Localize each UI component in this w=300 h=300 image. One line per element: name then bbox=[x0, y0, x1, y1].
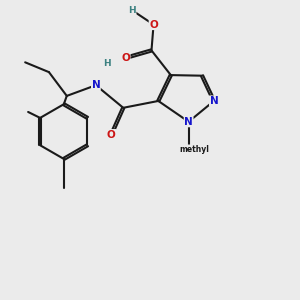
Text: H: H bbox=[103, 59, 111, 68]
Text: N: N bbox=[92, 80, 100, 90]
Text: N: N bbox=[184, 117, 193, 127]
Text: O: O bbox=[121, 53, 130, 63]
Text: methyl: methyl bbox=[179, 145, 209, 154]
Text: O: O bbox=[149, 20, 158, 30]
Text: H: H bbox=[128, 6, 136, 15]
Text: O: O bbox=[107, 130, 116, 140]
Text: N: N bbox=[209, 96, 218, 106]
